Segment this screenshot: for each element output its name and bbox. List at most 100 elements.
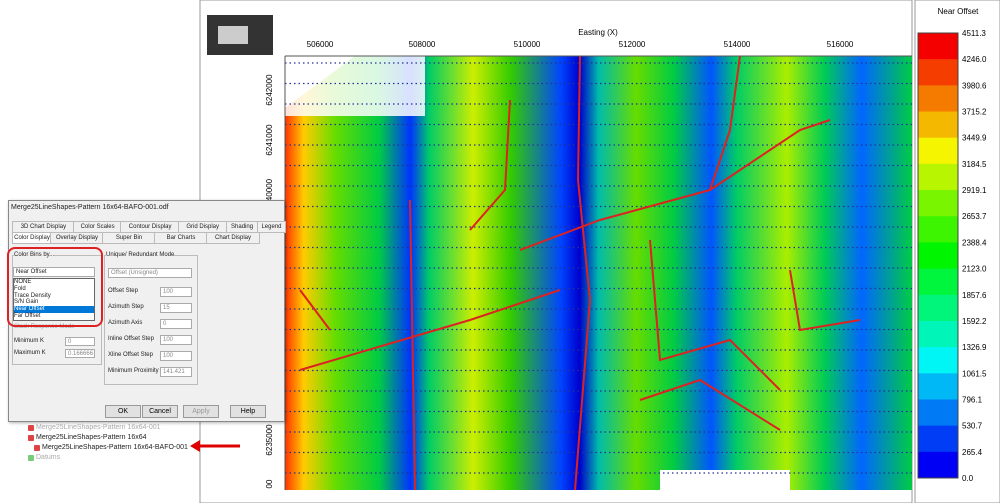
- list-item[interactable]: S/N Gain: [14, 299, 39, 306]
- colorbar-swatch: [918, 111, 958, 139]
- colorbar-swatch: [918, 216, 958, 243]
- tree-item[interactable]: Merge25LineShapes-Pattern 16x64-001: [36, 424, 161, 431]
- field-input[interactable]: 0: [65, 337, 95, 346]
- colorbar-swatch: [918, 347, 958, 374]
- tree-item[interactable]: Merge25LineShapes-Pattern 16x64-BAFO-001: [42, 444, 188, 451]
- colorbar-swatch: [918, 33, 958, 60]
- colorbar-label: 2919.1: [962, 186, 987, 195]
- colorbar-swatch: [918, 425, 958, 453]
- group-label: Stack Response Mode: [14, 324, 75, 330]
- button[interactable]: Cancel: [142, 405, 178, 418]
- field-input[interactable]: 15: [160, 303, 192, 313]
- field-label: Inline Offset Step: [108, 336, 154, 342]
- colorbar-swatch: [918, 242, 958, 270]
- colorbar-label: 3715.2: [962, 108, 987, 117]
- tree-icon: [28, 455, 34, 461]
- colorbar-label: 0.0: [962, 474, 974, 483]
- button[interactable]: Apply: [183, 405, 219, 418]
- colorbar-label: 265.4: [962, 448, 983, 457]
- field-label: Offset Step: [108, 288, 138, 294]
- field-label: Xline Offset Step: [108, 352, 153, 358]
- x-axis-label: Easting (X): [578, 28, 618, 37]
- field-input[interactable]: 0: [160, 319, 192, 329]
- colorbar-swatch: [918, 294, 958, 322]
- colorbar-label: 4511.3: [962, 29, 986, 38]
- colorbar-swatch: [918, 137, 958, 165]
- list-item[interactable]: NONE: [14, 279, 32, 285]
- colorbar-label: 530.7: [962, 422, 983, 431]
- highlight: [7, 247, 103, 327]
- colorbar-swatch: [918, 320, 958, 348]
- colorbar-swatch: [918, 85, 958, 113]
- colorbar-swatch: [918, 399, 958, 427]
- tab[interactable]: Overlay Display: [50, 232, 104, 244]
- group-label: Unique/ Redundant Mode: [106, 252, 175, 258]
- colorbar-swatch: [918, 59, 958, 86]
- receiver-lines: [299, 55, 861, 491]
- colorbar-swatch: [918, 451, 958, 479]
- blank-area: [660, 470, 790, 490]
- colorbar-swatch: [918, 190, 958, 217]
- y-tick-label: 00: [265, 479, 274, 488]
- tab[interactable]: Super Bin: [102, 232, 156, 244]
- colorbar-label: 1592.2: [962, 317, 987, 326]
- tree-item[interactable]: Merge25LineShapes-Pattern 16x64: [36, 434, 147, 441]
- tab[interactable]: Bar Charts: [154, 232, 208, 244]
- select[interactable]: Near Offset: [13, 267, 95, 277]
- dialog-title: Merge25LineShapes-Pattern 16x64-BAFO-001…: [11, 204, 169, 211]
- field-input[interactable]: 0.166666: [65, 349, 95, 358]
- colorbar-swatch: [918, 163, 958, 191]
- tree-item[interactable]: Datums: [36, 454, 61, 461]
- colorbar-border: [917, 32, 959, 479]
- button[interactable]: OK: [105, 405, 141, 418]
- list-item[interactable]: Fold: [14, 285, 26, 292]
- field-input[interactable]: 100: [160, 351, 192, 361]
- field-label: Azimuth Axis: [108, 320, 143, 326]
- colorbar-title: Near Offset: [938, 7, 980, 16]
- arrow-head: [190, 440, 200, 452]
- colorbar: 4511.3 4246.0 3980.6 3715.2 3449.9 3184.5 2919…: [917, 29, 987, 483]
- colorbar-label: 4246.0: [962, 55, 987, 64]
- survey-lines: [285, 62, 912, 474]
- thumbnail-inner: [218, 26, 248, 44]
- x-tick-label: 512000: [619, 40, 646, 49]
- field-input[interactable]: 100: [160, 335, 192, 345]
- tab[interactable]: Color Display: [12, 232, 52, 244]
- tree-icon: [28, 435, 34, 441]
- colorbar-label: 1326.9: [962, 343, 987, 352]
- field-input[interactable]: 100: [160, 287, 192, 297]
- colorbar-label: 2388.4: [962, 238, 987, 247]
- y-tick-label: 6242000: [265, 74, 274, 106]
- colorbar-label: 3449.9: [962, 134, 987, 143]
- colorbar-label: 2123.0: [962, 265, 987, 274]
- tree-icon: [34, 445, 40, 451]
- x-tick-label: 508000: [409, 40, 436, 49]
- field-input[interactable]: 141.421: [160, 367, 192, 377]
- list-item[interactable]: Trace Density: [14, 292, 51, 299]
- tab[interactable]: Chart Display: [206, 232, 260, 244]
- button[interactable]: Help: [230, 405, 266, 418]
- colorbar-label: 3184.5: [962, 160, 987, 169]
- y-tick-label: 40000: [265, 178, 274, 201]
- tab[interactable]: Legend: [256, 221, 287, 233]
- colorbar-label: 2653.7: [962, 212, 987, 221]
- colorbar-label: 3980.6: [962, 81, 987, 90]
- dropdown-list: [13, 278, 95, 321]
- x-tick-label: 506000: [307, 40, 334, 49]
- tree-icon: [28, 425, 34, 431]
- field-label: Azimuth Step: [108, 304, 144, 310]
- heatmap: [285, 56, 912, 490]
- field-label: Maximum K: [14, 350, 46, 356]
- select[interactable]: Offset (Unsigned): [108, 268, 192, 278]
- y-tick-label: 6241000: [265, 124, 274, 156]
- field-label: Minimum K: [14, 338, 45, 344]
- colorbar-swatch: [918, 268, 958, 296]
- x-tick-label: 510000: [514, 40, 541, 49]
- blank-area: [285, 56, 425, 116]
- colorbar-swatch: [918, 373, 958, 400]
- y-tick-label: 6235000: [265, 424, 274, 456]
- list-item[interactable]: Far Offset: [14, 313, 41, 319]
- colorbar-label: 796.1: [962, 395, 983, 404]
- list-item[interactable]: Near Offset: [14, 306, 94, 314]
